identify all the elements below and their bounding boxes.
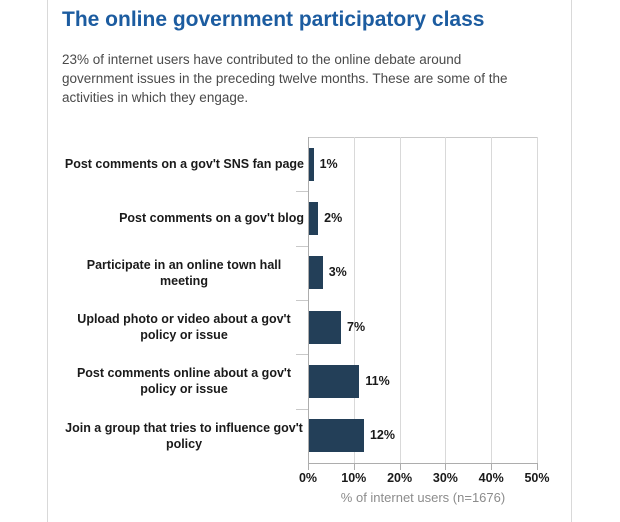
y-axis-tick xyxy=(296,354,308,356)
value-label: 12% xyxy=(369,428,395,443)
y-axis-tick xyxy=(296,300,308,301)
category-label: Post comments on a gov't SNS fan page xyxy=(64,157,304,172)
category-label: Post comments on a gov't blog xyxy=(119,211,304,226)
category-row: Post comments on a gov't blog xyxy=(56,191,304,245)
value-label: 2% xyxy=(324,211,343,225)
x-axis-tick xyxy=(491,463,493,470)
x-axis-tick xyxy=(353,463,355,470)
category-label: Post comments online about a gov't polic… xyxy=(76,366,292,397)
category-label: Join a group that tries to influence gov… xyxy=(65,420,303,451)
bar xyxy=(309,419,364,453)
bar xyxy=(309,256,323,290)
x-tick-label: 10% xyxy=(341,471,367,485)
value-label: 11% xyxy=(365,374,390,388)
chart-title: The online government participatory clas… xyxy=(62,8,485,31)
category-row: Upload photo or video about a gov't poli… xyxy=(56,300,304,354)
value-label: 3% xyxy=(328,265,347,280)
x-axis-tick xyxy=(445,463,447,470)
category-row: Post comments online about a gov't polic… xyxy=(56,354,304,408)
y-axis-tick xyxy=(296,408,308,410)
x-axis-tick xyxy=(308,463,309,470)
gridline xyxy=(353,137,355,463)
bar xyxy=(309,310,342,344)
bar xyxy=(309,202,319,235)
y-axis-tick xyxy=(296,245,308,247)
value-label: 1% xyxy=(319,156,338,171)
category-label: Participate in an online town hall meeti… xyxy=(86,257,282,288)
category-row: Post comments on a gov't SNS fan page xyxy=(56,137,304,191)
gridline xyxy=(445,137,447,463)
chart-subtitle: 23% of internet users have contributed t… xyxy=(62,52,508,105)
bar xyxy=(309,147,314,181)
gridline xyxy=(399,137,401,463)
category-row: Join a group that tries to influence gov… xyxy=(56,409,304,463)
value-label: 7% xyxy=(347,319,366,334)
x-tick-label: 40% xyxy=(478,471,504,485)
x-tick-label: 30% xyxy=(432,471,458,485)
x-axis-tick xyxy=(537,463,538,470)
x-axis-line xyxy=(308,463,538,464)
bar xyxy=(309,365,360,398)
x-tick-label: 50% xyxy=(524,471,550,485)
page-right-border-line xyxy=(571,0,572,522)
x-axis-title: % of internet users (n=1676) xyxy=(340,490,506,505)
page-left-border-line xyxy=(47,0,48,522)
category-label: Upload photo or video about a gov't poli… xyxy=(77,312,291,343)
category-row: Participate in an online town hall meeti… xyxy=(56,246,304,300)
gridline xyxy=(537,137,538,463)
x-tick-label: 20% xyxy=(387,471,413,485)
gridline xyxy=(491,137,493,463)
plot-top-border xyxy=(308,137,538,138)
y-axis-line xyxy=(308,137,309,463)
y-axis-tick xyxy=(296,191,308,193)
x-tick-label: 0% xyxy=(298,471,318,485)
x-axis-tick xyxy=(399,463,401,470)
